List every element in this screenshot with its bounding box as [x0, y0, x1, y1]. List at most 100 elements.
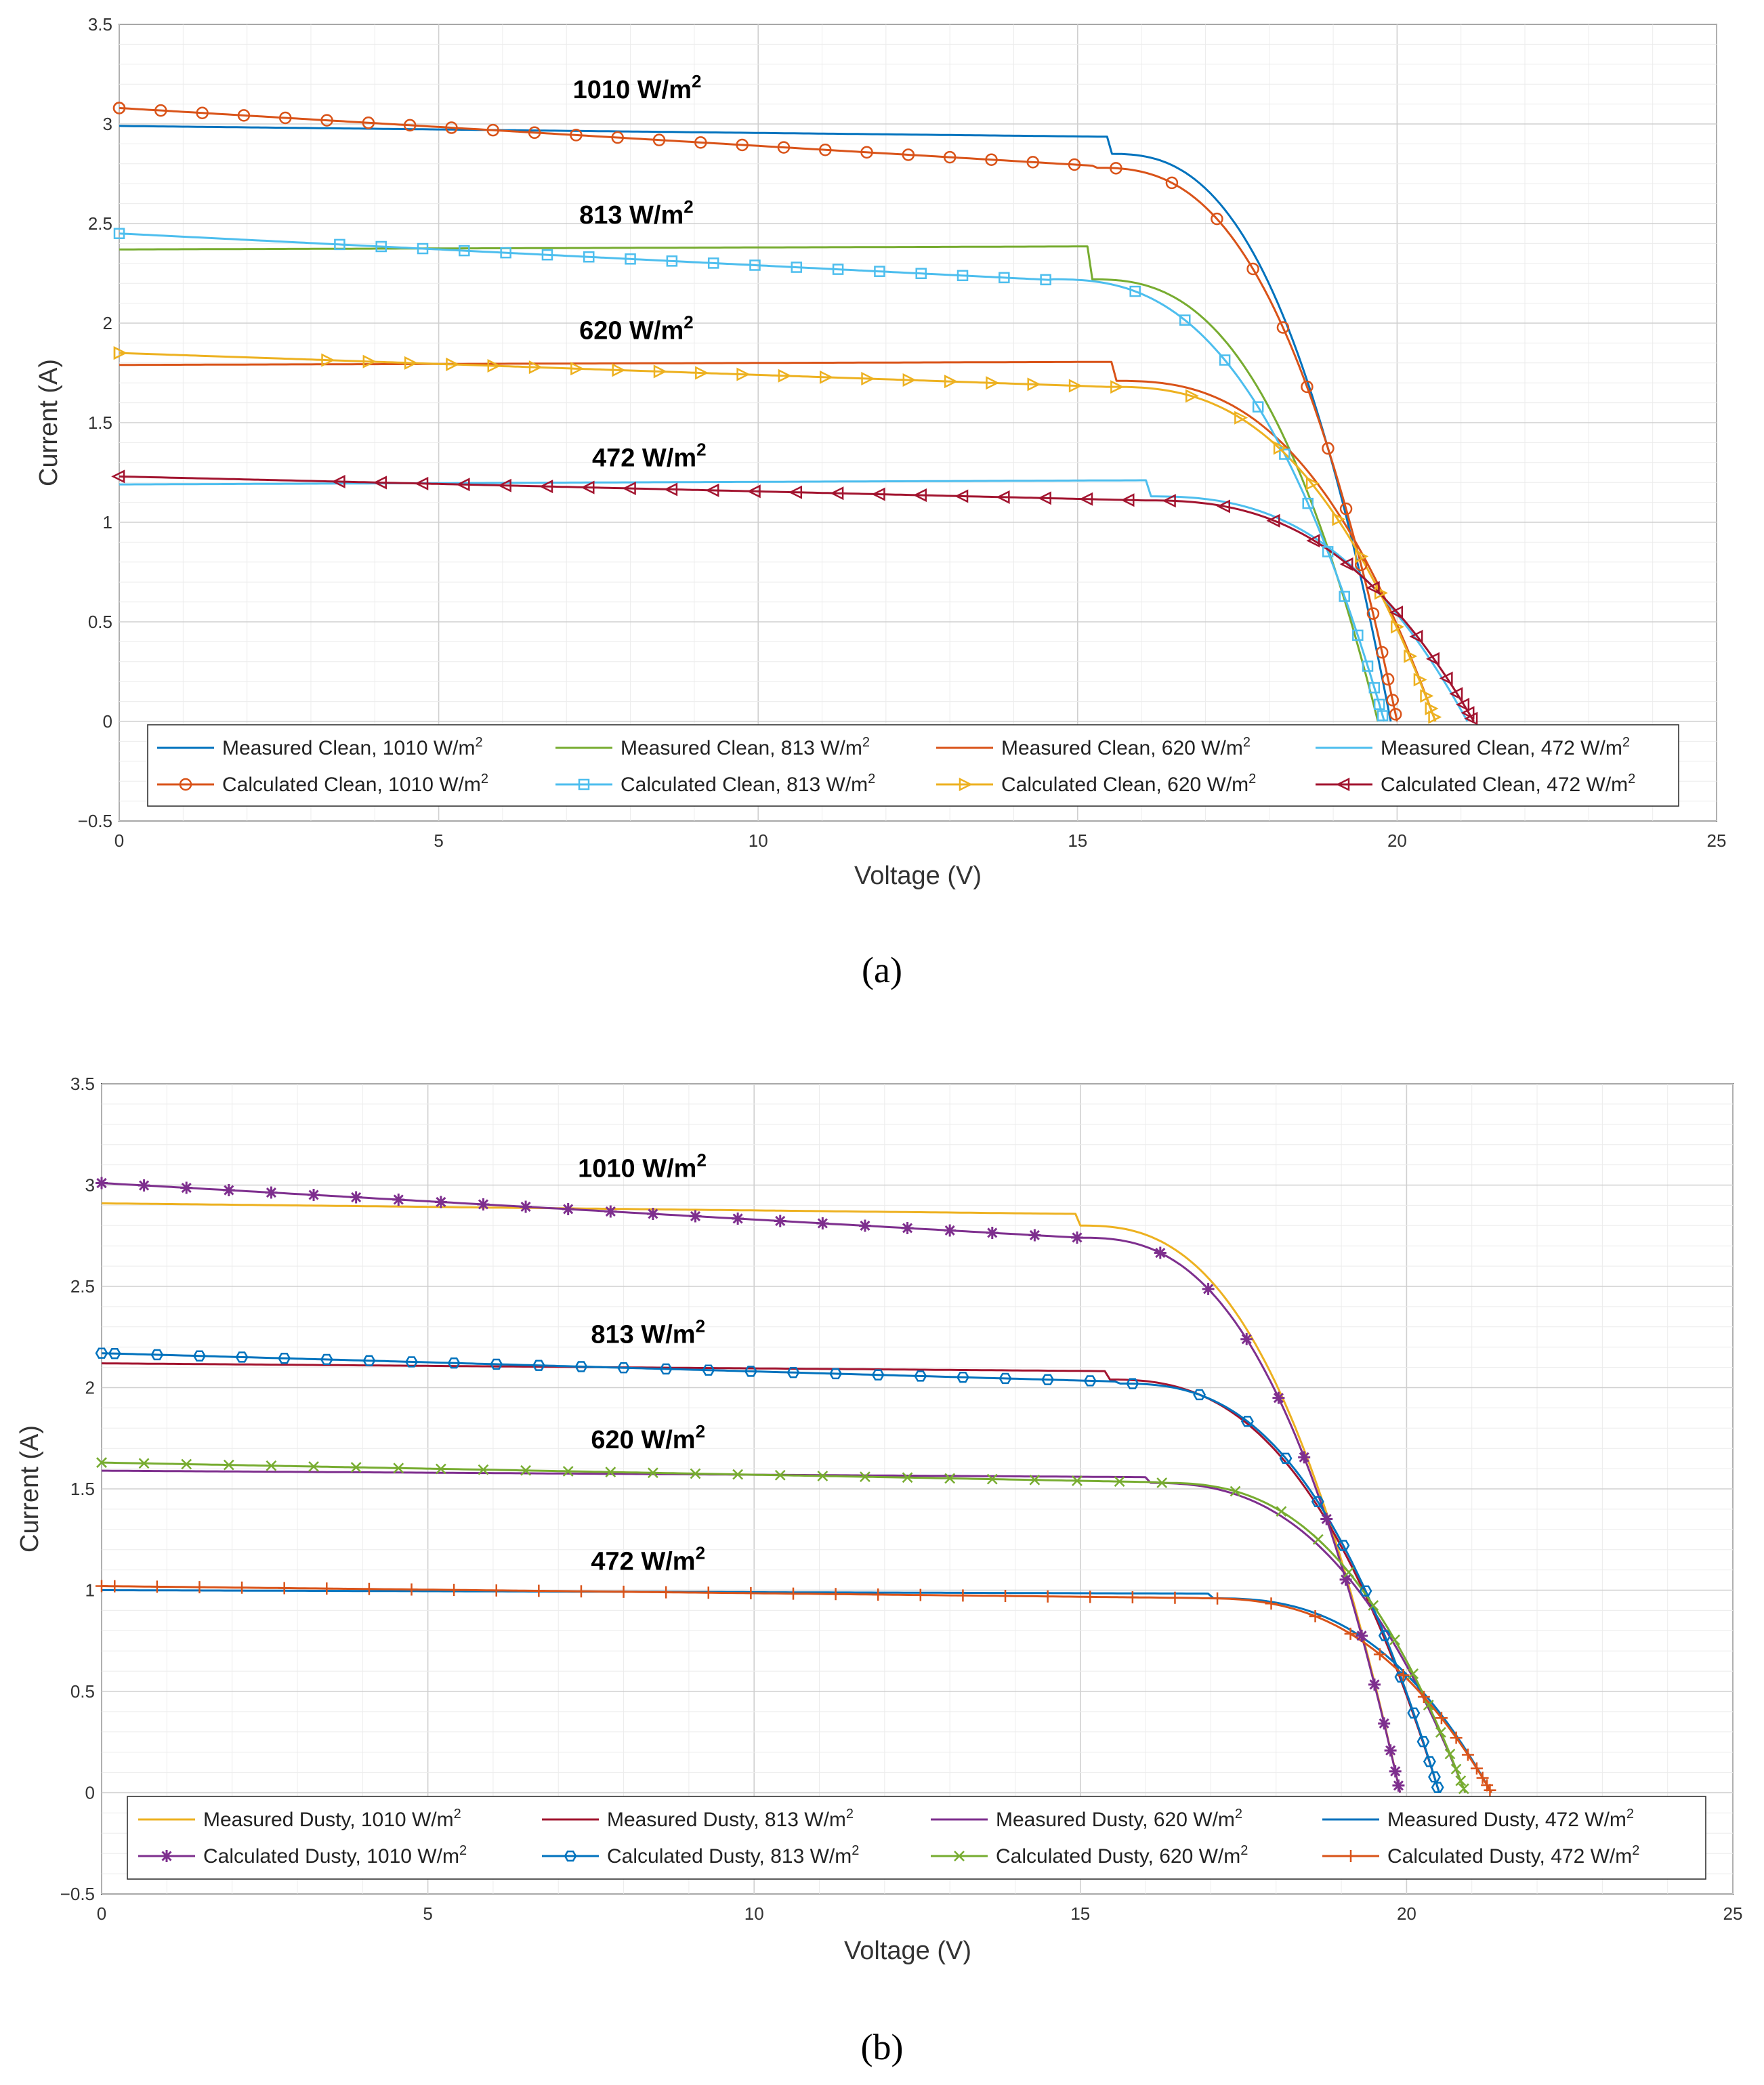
marker-a-5: [1368, 682, 1381, 694]
marker-b-6: [181, 1458, 192, 1470]
x-tick-label: 15: [1068, 830, 1087, 851]
irradiance-label-b-0: 1010 W/m2: [578, 1150, 707, 1183]
superscript: 2: [852, 1843, 859, 1858]
marker-b-7: [320, 1582, 333, 1595]
marker-a-4: [1068, 158, 1081, 171]
marker-a-6: [1027, 377, 1041, 392]
marker-a-6: [1374, 586, 1389, 600]
marker-b-6: [1458, 1783, 1469, 1794]
marker-b-6: [944, 1473, 956, 1484]
marker-a-5: [1339, 591, 1350, 602]
y-tick-label: 1: [85, 1580, 95, 1601]
marker-a-4: [528, 126, 541, 140]
marker-a-7: [622, 481, 636, 496]
x-tick-label: 10: [749, 830, 768, 851]
legend-label-a-3: Measured Clean, 472 W/m2: [1381, 735, 1630, 759]
legend-marker-a-6: [959, 777, 973, 792]
marker-a-4: [1381, 673, 1395, 686]
superscript: 2: [684, 196, 693, 217]
marker-b-7: [490, 1584, 503, 1597]
marker-a-7: [912, 488, 927, 503]
marker-b-7: [448, 1584, 461, 1597]
marker-b-5: [193, 1350, 206, 1362]
marker-b-5: [1337, 1540, 1350, 1551]
legend-box-b: [127, 1796, 1706, 1880]
marker-b-4: [986, 1226, 999, 1239]
marker-a-5: [1219, 354, 1231, 366]
marker-a-5: [1373, 698, 1385, 711]
marker-a-4: [1375, 646, 1389, 659]
marker-a-6: [736, 367, 751, 381]
marker-a-5: [1129, 285, 1141, 297]
marker-b-7: [702, 1586, 715, 1599]
marker-b-7: [150, 1580, 163, 1593]
marker-a-5: [625, 253, 636, 265]
marker-a-6: [653, 364, 667, 379]
marker-b-6: [1444, 1748, 1456, 1760]
grid-b: [101, 1083, 1734, 1895]
marker-b-7: [617, 1585, 630, 1598]
y-tick-label: 1.5: [88, 413, 112, 433]
marker-b-4: [604, 1205, 617, 1218]
marker-a-6: [362, 354, 377, 368]
irradiance-annotations-b: 1010 W/m2 813 W/m2 620 W/m2 472 W/m2: [578, 1150, 707, 1576]
legend-marker-b-6: [954, 1851, 965, 1861]
superscript: 2: [1622, 735, 1630, 750]
x-tick-label: 0: [114, 830, 124, 851]
marker-a-7: [581, 480, 595, 494]
marker-b-7: [914, 1588, 927, 1601]
marker-b-5: [999, 1372, 1012, 1385]
marker-a-4: [1322, 442, 1335, 455]
marker-a-5: [791, 261, 803, 273]
marker-b-4: [434, 1196, 447, 1208]
marker-a-7: [456, 478, 470, 492]
marker-a-6: [819, 370, 834, 384]
marker-a-4: [860, 146, 873, 159]
superscript: 2: [1240, 1843, 1248, 1858]
marker-b-5: [320, 1353, 333, 1366]
marker-b-4: [1384, 1744, 1397, 1757]
marker-b-5: [447, 1357, 461, 1369]
marker-a-6: [1110, 380, 1125, 394]
legend-label-a-5: Calculated Clean, 813 W/m2: [621, 772, 875, 796]
superscript: 2: [1632, 1843, 1639, 1858]
marker-a-6: [944, 375, 958, 389]
marker-b-5: [1193, 1389, 1206, 1401]
marker-a-7: [1120, 493, 1135, 507]
series-line-b-6: [101, 1461, 1467, 1794]
marker-b-7: [1461, 1748, 1474, 1761]
marker-a-4: [362, 117, 375, 129]
marker-b-7: [574, 1585, 587, 1598]
marker-a-5: [541, 249, 553, 261]
legend-box-a: [147, 724, 1679, 807]
legend-marker-a-4: [179, 778, 192, 791]
legend-label-b-3: Measured Dusty, 472 W/m2: [1387, 1807, 1634, 1831]
marker-a-6: [1420, 689, 1434, 703]
x-tick-labels-b: 0 5 10 15 20 25: [97, 1903, 1743, 1924]
series-line-a-5: [119, 232, 1385, 722]
superscript: 2: [1235, 1807, 1242, 1821]
marker-b-7: [1211, 1592, 1224, 1605]
marker-b-4: [180, 1181, 193, 1194]
marker-a-5: [583, 251, 595, 263]
marker-a-7: [1389, 606, 1404, 620]
legend-a: Measured Clean, 1010 W/m2 Measured Clean,…: [147, 724, 1679, 807]
marker-b-4: [944, 1224, 957, 1237]
marker-b-6: [774, 1469, 786, 1481]
marker-a-7: [539, 480, 553, 494]
marker-b-7: [829, 1588, 842, 1601]
marker-b-4: [816, 1217, 829, 1229]
marker-b-4: [1070, 1231, 1083, 1244]
marker-b-4: [1339, 1573, 1352, 1586]
marker-b-4: [1154, 1246, 1167, 1259]
marker-b-5: [1359, 1585, 1372, 1597]
legend-marker-b-4: [161, 1850, 173, 1862]
marker-b-5: [829, 1368, 843, 1380]
marker-a-4: [902, 148, 915, 161]
marker-a-6: [321, 353, 335, 367]
marker-a-6: [612, 363, 626, 377]
marker-a-5: [832, 264, 844, 275]
marker-a-4: [1366, 607, 1380, 620]
legend-label-a-2: Measured Clean, 620 W/m2: [1001, 735, 1251, 759]
y-tick-label: 2: [103, 313, 112, 333]
